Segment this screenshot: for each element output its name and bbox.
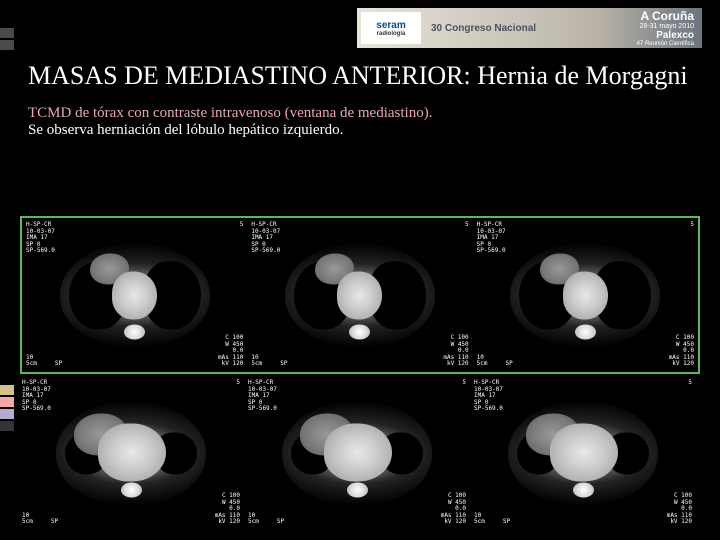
scan-meta-bl: 10 5cm SP [248,513,284,526]
slide-title: MASAS DE MEDIASTINO ANTERIOR: Hernia de … [28,58,700,93]
logo-text: seram [376,20,405,31]
sidebar-color-box [0,385,14,395]
sidebar-color-box [0,397,14,407]
scan-meta-tr: 5 [690,222,694,229]
scan-meta-tr: 5 [465,222,469,229]
ct-scans-grid: H-SP-CR 10-03-07 IMA 17 SP 0 SP-569.0 5 … [20,216,700,528]
scan-meta-br: C 100 W 450 0.0 mAs 110 kV 120 [443,335,468,368]
seram-logo: seram radiología [361,12,421,44]
scan-meta-br: C 100 W 450 0.0 mAs 110 kV 120 [669,335,694,368]
scan-meta-tl: H-SP-CR 10-03-07 IMA 17 SP 0 SP-569.0 [477,222,506,255]
scan-meta-tr: 5 [462,380,466,387]
scan-meta-br: C 100 W 450 0.0 mAs 110 kV 120 [215,493,240,526]
scan-meta-br: C 100 W 450 0.0 mAs 110 kV 120 [667,493,692,526]
ct-row-2: H-SP-CR 10-03-07 IMA 17 SP 0 SP-569.0 5 … [20,378,700,528]
ct-scan-5: H-SP-CR 10-03-07 IMA 17 SP 0 SP-569.0 5 … [246,378,468,528]
ct-row-highlighted: H-SP-CR 10-03-07 IMA 17 SP 0 SP-569.0 5 … [20,216,700,374]
sidebar-mark [0,28,14,38]
scan-meta-tl: H-SP-CR 10-03-07 IMA 17 SP 0 SP-569.0 [26,222,55,255]
ct-scan-1: H-SP-CR 10-03-07 IMA 17 SP 0 SP-569.0 5 … [24,220,245,370]
scan-meta-tr: 5 [236,380,240,387]
logo-subtext: radiología [377,31,406,37]
scan-meta-br: C 100 W 450 0.0 mAs 110 kV 120 [218,335,243,368]
scan-meta-br: C 100 W 450 0.0 mAs 110 kV 120 [441,493,466,526]
scan-meta-bl: 10 5cm SP [474,513,510,526]
sidebar-color-box [0,409,14,419]
scan-meta-tl: H-SP-CR 10-03-07 IMA 17 SP 0 SP-569.0 [251,222,280,255]
ct-scan-6: H-SP-CR 10-03-07 IMA 17 SP 0 SP-569.0 5 … [472,378,694,528]
scan-meta-bl: 10 5cm SP [26,355,62,368]
banner-venue: Palexco [637,30,694,41]
scan-meta-tl: H-SP-CR 10-03-07 IMA 17 SP 0 SP-569.0 [22,380,51,413]
congress-name: 30 Congreso Nacional [421,23,637,34]
scan-meta-tl: H-SP-CR 10-03-07 IMA 17 SP 0 SP-569.0 [248,380,277,413]
sidebar-mark [0,40,14,50]
congress-banner: seram radiología 30 Congreso Nacional A … [357,8,702,48]
sidebar-color-box [0,421,14,431]
scan-meta-bl: 10 5cm SP [251,355,287,368]
scan-meta-tr: 5 [240,222,244,229]
banner-dates: 28-31 mayo 2010 [637,23,694,30]
banner-subtitle: 47 Reunión Científica [637,41,694,47]
scan-meta-bl: 10 5cm SP [22,513,58,526]
banner-details: A Coruña 28-31 mayo 2010 Palexco 47 Reun… [637,9,702,47]
sidebar-marks-top [0,28,18,52]
slide-content: MASAS DE MEDIASTINO ANTERIOR: Hernia de … [28,58,700,149]
ct-scan-4: H-SP-CR 10-03-07 IMA 17 SP 0 SP-569.0 5 … [20,378,242,528]
scan-meta-tl: H-SP-CR 10-03-07 IMA 17 SP 0 SP-569.0 [474,380,503,413]
ct-scan-3: H-SP-CR 10-03-07 IMA 17 SP 0 SP-569.0 5 … [475,220,696,370]
banner-city: A Coruña [637,9,694,23]
scan-meta-tr: 5 [688,380,692,387]
scan-meta-bl: 10 5cm SP [477,355,513,368]
subtitle-line-1: TCMD de tórax con contraste intravenoso … [28,105,700,122]
sidebar-colors [0,385,14,433]
ct-scan-2: H-SP-CR 10-03-07 IMA 17 SP 0 SP-569.0 5 … [249,220,470,370]
subtitle-line-2: Se observa herniación del lóbulo hepátic… [28,122,700,139]
